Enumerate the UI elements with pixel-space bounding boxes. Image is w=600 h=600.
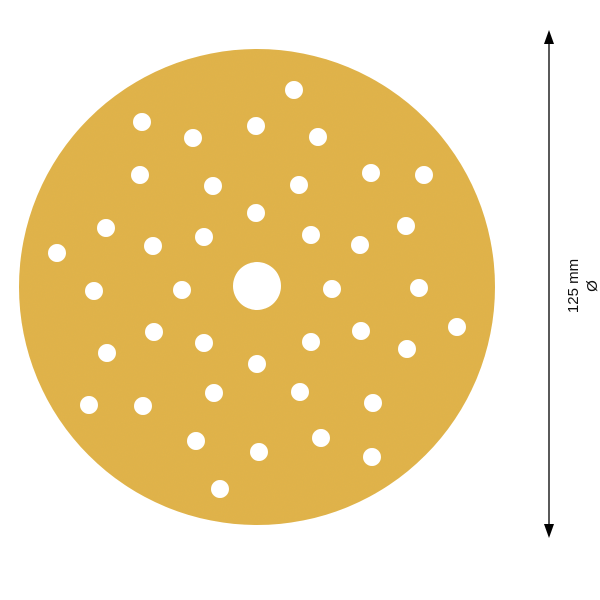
dust-hole bbox=[312, 429, 330, 447]
dust-hole bbox=[205, 384, 223, 402]
diameter-symbol: Ø bbox=[584, 280, 600, 292]
dust-hole bbox=[247, 204, 265, 222]
dust-hole bbox=[131, 166, 149, 184]
center-hole bbox=[233, 262, 281, 310]
dimension-arrow bbox=[544, 30, 554, 538]
dust-hole bbox=[410, 279, 428, 297]
dust-hole bbox=[290, 176, 308, 194]
dust-hole bbox=[145, 323, 163, 341]
dust-hole bbox=[291, 383, 309, 401]
dust-hole bbox=[134, 397, 152, 415]
dust-hole bbox=[98, 344, 116, 362]
dust-hole bbox=[247, 117, 265, 135]
dust-hole bbox=[448, 318, 466, 336]
dust-hole bbox=[364, 394, 382, 412]
dust-hole bbox=[415, 166, 433, 184]
dust-hole bbox=[85, 282, 103, 300]
dust-hole bbox=[195, 334, 213, 352]
dust-hole bbox=[173, 281, 191, 299]
dust-hole bbox=[351, 236, 369, 254]
dust-hole bbox=[211, 480, 229, 498]
dust-hole bbox=[248, 355, 266, 373]
dust-hole bbox=[302, 226, 320, 244]
dust-hole bbox=[309, 128, 327, 146]
dust-hole bbox=[184, 129, 202, 147]
dust-hole bbox=[397, 217, 415, 235]
dust-hole bbox=[187, 432, 205, 450]
dust-hole bbox=[97, 219, 115, 237]
dust-hole bbox=[363, 448, 381, 466]
dust-hole bbox=[48, 244, 66, 262]
dust-hole bbox=[195, 228, 213, 246]
dust-hole bbox=[362, 164, 380, 182]
dust-hole bbox=[323, 280, 341, 298]
dust-hole bbox=[133, 113, 151, 131]
dust-hole bbox=[250, 443, 268, 461]
dust-hole bbox=[352, 322, 370, 340]
dust-hole bbox=[144, 237, 162, 255]
dust-hole bbox=[285, 81, 303, 99]
dust-hole bbox=[398, 340, 416, 358]
dust-hole bbox=[302, 333, 320, 351]
dust-hole bbox=[80, 396, 98, 414]
diameter-value: 125 mm bbox=[565, 258, 582, 314]
dust-hole bbox=[204, 177, 222, 195]
diameter-label: 125 mm Ø bbox=[564, 259, 600, 313]
